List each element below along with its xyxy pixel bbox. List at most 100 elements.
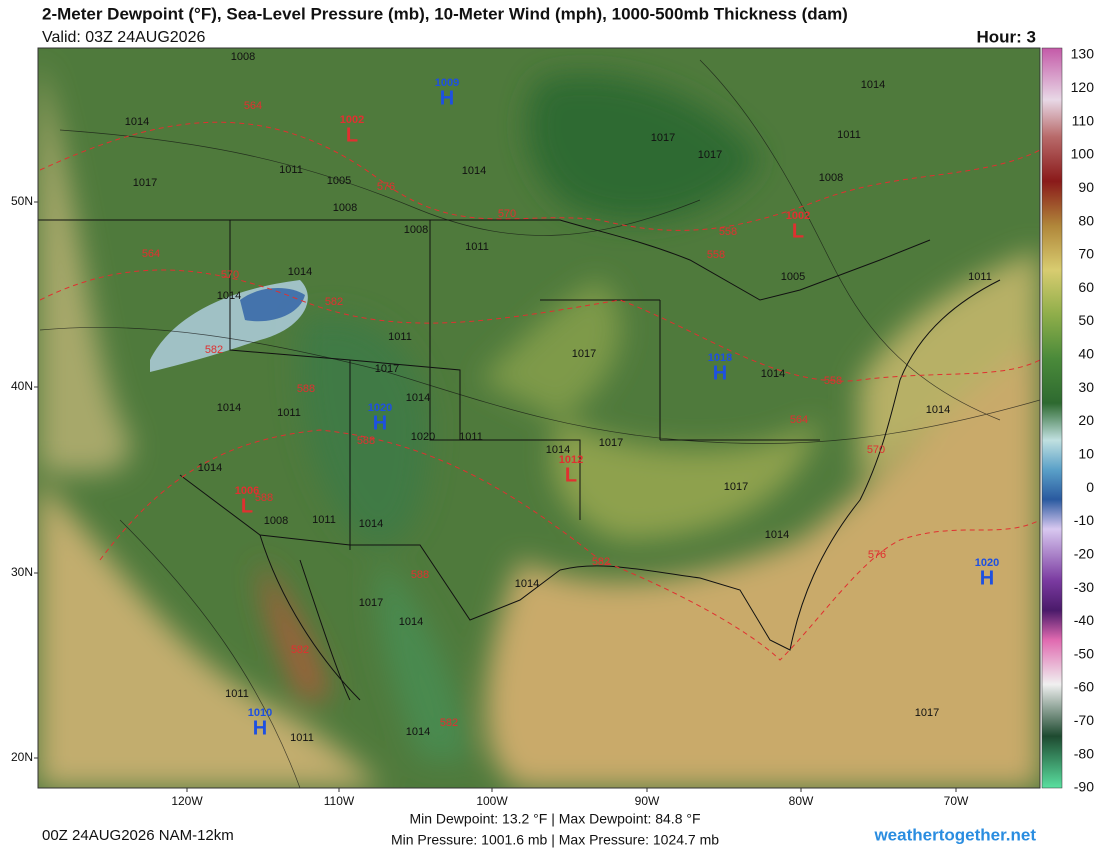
borders [38, 219, 1001, 701]
pressure-center-value: 1018 [708, 352, 732, 364]
isobar-label: 1014 [359, 518, 383, 530]
colorbar-label: -20 [1074, 545, 1094, 561]
lon-label: 80W [789, 794, 814, 808]
pressure-center-value: 1012 [559, 454, 583, 466]
thickness-label: 582 [440, 717, 458, 729]
isobar-label: 1017 [133, 177, 157, 189]
model-run: 00Z 24AUG2026 NAM-12km [42, 827, 234, 844]
lat-label: 30N [11, 565, 33, 579]
colorbar-label: 80 [1078, 212, 1094, 228]
colorbar-label: -40 [1074, 612, 1094, 628]
isobar-label: 1008 [333, 202, 357, 214]
isobar-label: 1017 [375, 363, 399, 375]
colorbar-label: -60 [1074, 679, 1094, 695]
colorbar-label: 120 [1071, 79, 1095, 95]
dry-air-core [240, 288, 305, 322]
isobar-label: 1014 [861, 79, 885, 91]
thickness-label: 576 [377, 181, 395, 193]
thickness-contours [39, 121, 1040, 661]
isobar-label: 1017 [724, 481, 748, 493]
pressure-center-letter: H [440, 87, 454, 109]
isobar-label: 1011 [968, 271, 992, 283]
map-area: 1009H1002L1002L1018H1020H1012L1006L1020H… [38, 48, 1040, 788]
isobar-label: 1014 [198, 462, 222, 474]
isobar-label: 1011 [388, 331, 412, 343]
lat-label: 40N [11, 379, 33, 393]
thickness-label: 582 [205, 344, 223, 356]
lon-label: 110W [324, 794, 355, 808]
isobar-label: 1011 [290, 732, 314, 744]
isobar-label: 1011 [225, 688, 249, 700]
isobar-label: 1017 [599, 437, 623, 449]
thickness-label: 588 [297, 383, 315, 395]
isobar-label: 1011 [459, 431, 483, 443]
thickness-label: 588 [255, 492, 273, 504]
isobar-label: 1014 [399, 616, 423, 628]
pressure-center-value: 1002 [340, 114, 364, 126]
pressure-center-value: 1010 [248, 707, 272, 719]
colorbar-label: 70 [1078, 246, 1094, 262]
isobar-label: 1017 [651, 132, 675, 144]
isobar-label: 1014 [288, 266, 312, 278]
isobar-label: 1014 [406, 392, 430, 404]
isobar-label: 1017 [698, 149, 722, 161]
pressure-center-value: 1006 [235, 485, 259, 497]
isobar-label: 1008 [264, 515, 288, 527]
colorbar [1041, 47, 1063, 789]
colorbar-label: 130 [1071, 46, 1095, 62]
colorbar-label: 30 [1078, 379, 1094, 395]
pressure-center-letter: H [980, 567, 994, 589]
isobar-label: 1005 [781, 271, 805, 283]
dewpoint-range: Min Dewpoint: 13.2 °F | Max Dewpoint: 84… [409, 811, 700, 827]
pressure-center-letter: L [565, 464, 577, 486]
isobar-label: 1014 [406, 726, 430, 738]
forecast-hour: Hour: 3 [977, 27, 1037, 46]
thickness-label: 564 [142, 248, 160, 260]
colorbar-label: 100 [1071, 146, 1095, 162]
pressure-center-letter: H [373, 412, 387, 434]
isobar-label: 1014 [765, 529, 789, 541]
isobar-label: 1011 [837, 129, 861, 141]
lat-label: 20N [11, 750, 33, 764]
pressure-center-value: 1020 [368, 402, 392, 414]
isobar-label: 1011 [279, 164, 303, 176]
map-frame [37, 47, 1041, 789]
colorbar-label: 40 [1078, 346, 1094, 362]
isobar-label: 1014 [125, 116, 149, 128]
isobar-label: 1014 [515, 578, 539, 590]
isobar-label: 1017 [359, 597, 383, 609]
thickness-label: 570 [498, 208, 516, 220]
colorbar-label: -30 [1074, 579, 1094, 595]
colorbar-label: 50 [1078, 312, 1094, 328]
isobar-label: 1014 [926, 404, 950, 416]
isobar-label: 1011 [277, 407, 301, 419]
colorbar-label: 60 [1078, 279, 1094, 295]
title: 2-Meter Dewpoint (°F), Sea-Level Pressur… [42, 4, 848, 23]
site-name: weathertogether.net [873, 825, 1036, 844]
dewpoint-field [38, 60, 1040, 788]
isobar-label: 1014 [217, 402, 241, 414]
colorbar-label: -50 [1074, 645, 1094, 661]
thickness-label: 582 [291, 644, 309, 656]
colorbar-label: 110 [1072, 112, 1095, 128]
lon-label: 120W [171, 794, 203, 808]
pressure-center-letter: H [253, 717, 267, 739]
lon-label: 100W [476, 794, 508, 808]
thickness-label: 564 [244, 100, 262, 112]
colorbar-label: -10 [1074, 512, 1094, 528]
isobar-label: 1014 [761, 368, 785, 380]
thickness-label: 576 [868, 549, 886, 561]
pressure-center-value: 1009 [435, 77, 459, 89]
lat-label: 50N [11, 194, 33, 208]
colorbar-label: -70 [1074, 712, 1094, 728]
isobar-label: 1008 [404, 224, 428, 236]
pressure-center-letter: H [713, 362, 727, 384]
pressure-center-value: 1020 [975, 557, 999, 569]
isobar-label: 1020 [411, 431, 435, 443]
thickness-label: 564 [790, 414, 808, 426]
colorbar-label: 90 [1078, 179, 1094, 195]
lon-label: 70W [944, 794, 969, 808]
pressure-center-letter: L [792, 220, 804, 242]
thickness-label: 570 [221, 269, 239, 281]
